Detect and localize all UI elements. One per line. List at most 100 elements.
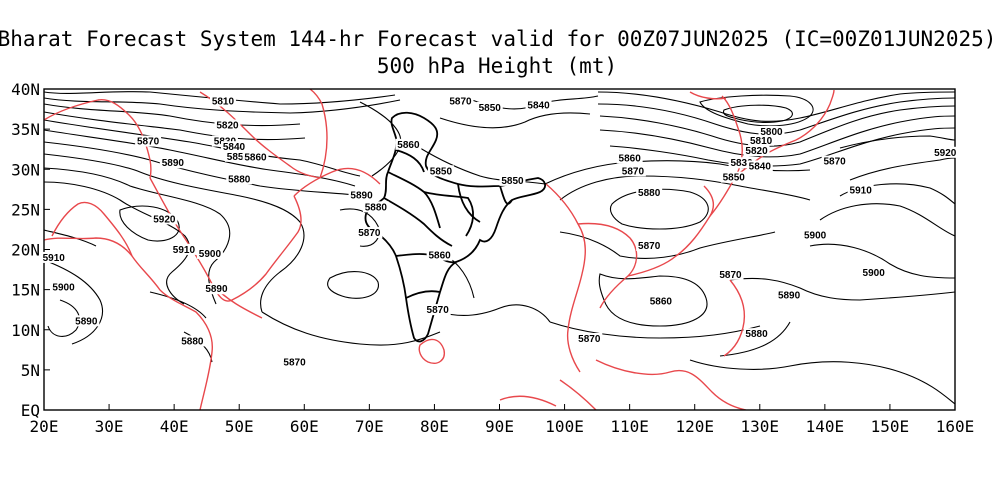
contour-label: 5890 xyxy=(778,291,801,302)
y-tick-label: 30N xyxy=(11,160,40,179)
contour-line xyxy=(44,229,97,247)
contour-label-bg xyxy=(224,150,251,162)
contour-label: 5900 xyxy=(52,283,75,294)
contour-label-bg xyxy=(281,356,308,368)
contour-line xyxy=(819,203,955,237)
contour-label-bg xyxy=(647,295,674,307)
contour-label-bg xyxy=(159,157,186,169)
x-tick-label: 20E xyxy=(30,417,59,436)
contour-label-bg xyxy=(802,229,829,241)
coastline xyxy=(51,201,133,257)
contour-line xyxy=(699,94,814,127)
contour-line xyxy=(44,103,301,127)
contour-line xyxy=(722,104,793,123)
x-tick-label: 80E xyxy=(420,417,449,436)
state-boundary xyxy=(395,149,425,173)
x-axis: 20E 30E 40E 50E 60E 70E 80E 90E 100E 110E 120E 130E… xyxy=(30,404,975,436)
coastline xyxy=(44,237,213,410)
contour-label: 5830 xyxy=(730,158,753,169)
coastline xyxy=(44,99,152,179)
contour-label: 5870 xyxy=(578,334,601,345)
contour-label: 5860 xyxy=(650,296,673,307)
contour-label: 5900 xyxy=(863,268,886,279)
contour-label: 5870 xyxy=(823,157,846,168)
coastline xyxy=(627,185,715,277)
y-tick-label: 5N xyxy=(21,361,40,380)
contour-label-bg xyxy=(226,173,253,185)
contour-label: 5910 xyxy=(43,253,66,264)
contour-label-bg xyxy=(362,201,389,213)
contour-line xyxy=(44,111,306,141)
contour-line xyxy=(44,167,231,305)
state-boundary xyxy=(423,191,474,237)
contour-label: 5870 xyxy=(427,305,450,316)
contour-line xyxy=(327,271,379,299)
contour-line xyxy=(439,304,551,323)
contour-line xyxy=(719,321,791,357)
x-tick-label: 110E xyxy=(610,417,649,436)
contour-line xyxy=(359,101,402,177)
contour-label: 5900 xyxy=(199,249,222,260)
contour-label: 5880 xyxy=(181,336,204,347)
contour-line xyxy=(849,157,955,181)
state-boundary xyxy=(457,183,481,223)
x-tick-label: 130E xyxy=(741,417,780,436)
contour-line xyxy=(597,97,955,135)
x-tick-label: 50E xyxy=(225,417,254,436)
contour-line xyxy=(599,115,955,158)
contour-label: 5850 xyxy=(227,152,250,163)
contour-label-bg xyxy=(214,119,241,131)
contour-label-bg xyxy=(196,247,223,259)
contour-label-bg xyxy=(135,135,162,147)
x-tick-label: 140E xyxy=(806,417,845,436)
contour-label: 5810 xyxy=(212,96,235,107)
contour-label: 5850 xyxy=(501,176,524,187)
state-boundary xyxy=(499,185,513,205)
contour-line xyxy=(44,119,361,177)
y-tick-label: 20N xyxy=(11,241,40,260)
x-tick-label: 150E xyxy=(871,417,910,436)
contour-label-bg xyxy=(209,95,236,107)
contour-line xyxy=(597,91,955,122)
contour-line xyxy=(689,359,955,405)
contour-line xyxy=(809,243,955,279)
x-tick-label: 40E xyxy=(160,417,189,436)
coastline xyxy=(545,183,586,373)
contour-line xyxy=(839,135,955,149)
contour-line xyxy=(729,277,955,301)
coastline xyxy=(293,167,381,197)
contour-label: 5860 xyxy=(619,153,642,164)
y-tick-label: 25N xyxy=(11,200,40,219)
contour-label-bg xyxy=(348,189,375,201)
contour-line xyxy=(261,311,441,346)
x-tick-label: 160E xyxy=(936,417,975,436)
contour-line xyxy=(44,141,366,197)
contour-label-bg xyxy=(426,249,453,261)
contour-line xyxy=(599,105,955,147)
contour-label: 5870 xyxy=(358,228,381,239)
contour-line xyxy=(47,299,80,337)
contour-label-bg xyxy=(576,332,603,344)
coastline xyxy=(723,279,746,357)
contour-label: 5820 xyxy=(745,146,768,157)
height-contours xyxy=(44,91,955,405)
contour-label: 5840 xyxy=(749,161,772,172)
contour-label: 5880 xyxy=(745,329,768,340)
coastline xyxy=(199,91,321,179)
contour-label-bg xyxy=(40,251,67,263)
contour-label-bg xyxy=(427,165,454,177)
coastline xyxy=(418,338,445,364)
contour-label-bg xyxy=(728,157,755,169)
coastline xyxy=(709,95,743,217)
contour-label-bg xyxy=(717,268,744,280)
contour-label: 5820 xyxy=(216,121,239,132)
contour-label-bg xyxy=(616,152,643,164)
contour-label: 5850 xyxy=(430,166,453,177)
contour-label: 5880 xyxy=(365,202,388,213)
contour-label: 5840 xyxy=(223,142,246,153)
contour-label-bg xyxy=(636,186,663,198)
contour-line xyxy=(549,321,761,339)
contour-label: 5920 xyxy=(934,148,957,159)
contour-label: 5870 xyxy=(137,137,160,148)
y-tick-label: EQ xyxy=(21,401,40,420)
